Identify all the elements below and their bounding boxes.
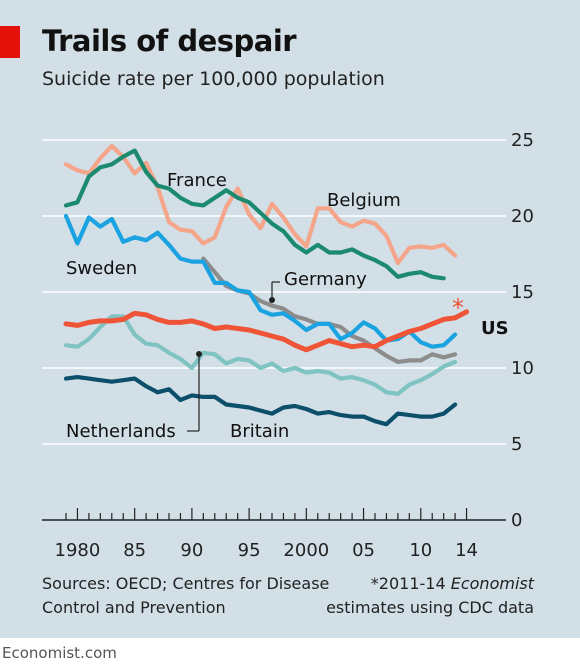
- chart-title: Trails of despair: [42, 24, 297, 58]
- estimate-italic: Economist: [450, 574, 534, 593]
- y-axis-labels: 0 5 10 15 20 25: [511, 130, 534, 531]
- estimate-line-2: estimates using CDC data: [326, 598, 534, 617]
- y-tick-label-20: 20: [511, 206, 534, 227]
- series-line-netherlands: [63, 314, 458, 396]
- brand-red-tag: [0, 26, 20, 58]
- series-label-sweden: Sweden: [66, 258, 137, 279]
- x-tick-label-14: 14: [455, 540, 478, 560]
- netherlands-leader-dot: [196, 351, 202, 357]
- series-line-britain: [63, 375, 458, 427]
- series-label-germany: Germany: [284, 269, 367, 290]
- series-line-france: [63, 148, 446, 281]
- estimate-line-1: *2011-14 Economist: [326, 572, 534, 596]
- source-line-1: Sources: OECD; Centres for Disease: [42, 574, 330, 593]
- estimate-note: *2011-14 Economist estimates using CDC d…: [326, 572, 534, 620]
- x-tick-label-2000: 2000: [283, 540, 329, 560]
- series-label-france: France: [167, 170, 227, 191]
- series-line-us: [63, 309, 470, 353]
- series-lines: [63, 144, 470, 427]
- brand-footer: Economist.com: [2, 644, 117, 662]
- series-label-us: US: [481, 318, 509, 339]
- series-label-belgium: Belgium: [327, 190, 401, 211]
- series-line-belgium: [63, 144, 458, 266]
- series-label-britain: Britain: [230, 421, 289, 442]
- x-tick-label-90: 90: [180, 540, 203, 560]
- y-tick-label-0: 0: [511, 510, 522, 531]
- germany-leader-dot: [269, 297, 275, 303]
- x-tick-label-10: 10: [409, 540, 432, 560]
- source-note: Sources: OECD; Centres for Disease Contr…: [42, 572, 329, 620]
- chart-subtitle: Suicide rate per 100,000 population: [42, 68, 385, 90]
- series-labels: France Belgium Sweden Germany US Netherlands B…: [66, 170, 509, 442]
- source-line-2: Control and Prevention: [42, 598, 226, 617]
- series-label-netherlands: Netherlands: [66, 421, 176, 442]
- gridlines: [42, 139, 506, 521]
- x-axis: 1980 85 90 95 2000 05 10 14: [55, 508, 478, 560]
- x-tick-label-85: 85: [123, 540, 146, 560]
- x-tick-label-1980: 1980: [55, 540, 101, 560]
- x-tick-label-05: 05: [352, 540, 375, 560]
- estimate-prefix: *2011-14: [370, 574, 451, 593]
- series-line-sweden: [63, 213, 458, 349]
- y-tick-label-15: 15: [511, 282, 534, 303]
- us-estimate-asterisk: *: [452, 294, 464, 322]
- x-tick-label-95: 95: [238, 540, 261, 560]
- y-tick-label-5: 5: [511, 434, 522, 455]
- y-tick-label-10: 10: [511, 358, 534, 379]
- y-tick-label-25: 25: [511, 130, 534, 151]
